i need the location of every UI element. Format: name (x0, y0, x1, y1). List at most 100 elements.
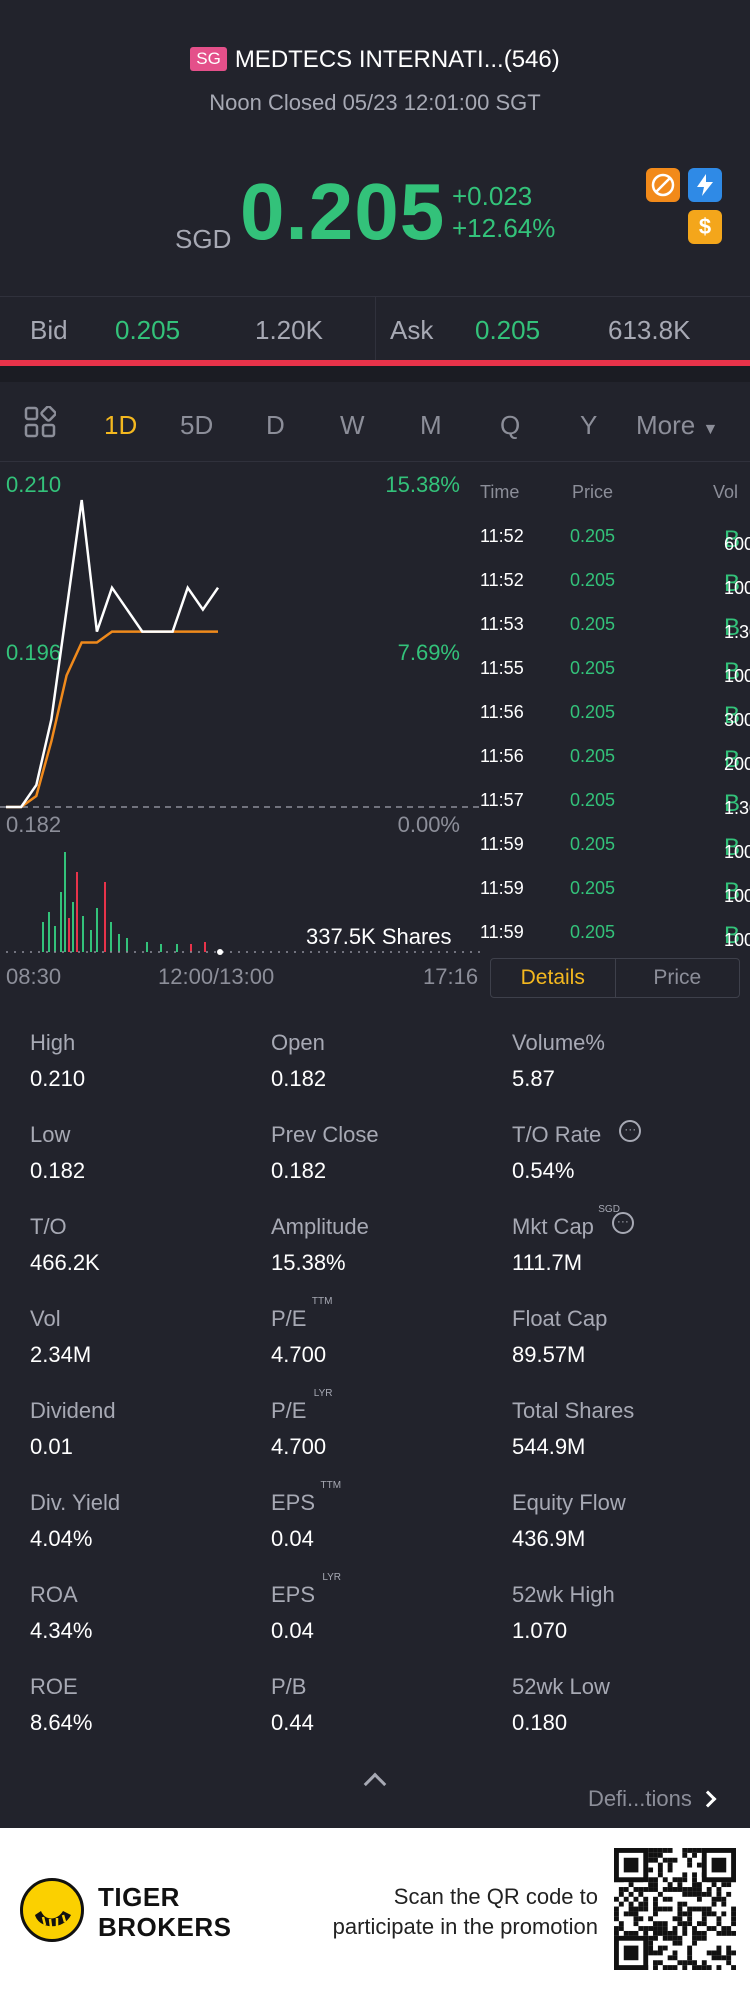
tick-time: 11:59 (480, 922, 524, 942)
stat-label: T/O Rate ··· (512, 1120, 642, 1148)
tab-q[interactable]: Q (500, 410, 521, 440)
volume-bar (76, 872, 78, 952)
volume-bar (176, 944, 178, 952)
tab-m[interactable]: M (420, 410, 442, 440)
lightning-icon[interactable] (688, 168, 722, 202)
tab-more[interactable]: More ▼ (636, 410, 718, 441)
tick-price: 0.205 (570, 526, 616, 546)
tick-side: B (723, 570, 740, 597)
stat-label: Dividend (30, 1398, 116, 1424)
stat-label: P/E LYR (271, 1388, 332, 1424)
pct-high-label: 15.38% (385, 472, 460, 497)
tick-vol-value: 100 (723, 930, 750, 950)
stat-value: 1.070 (512, 1618, 568, 1643)
price-toggle-button[interactable]: Price (653, 966, 702, 989)
tab-1d[interactable]: 1D (104, 410, 138, 440)
stat-item: Total Shares 544.9M (512, 1398, 742, 1460)
stat-item: Volume% 5.87 (512, 1030, 742, 1092)
stat-value: 8.64% (30, 1710, 93, 1735)
tick-vol-value: 100 (723, 578, 750, 598)
qr-code[interactable] (614, 1848, 736, 1970)
no-short-icon[interactable] (646, 168, 680, 202)
volume-bar (204, 942, 206, 952)
grid-icon[interactable] (24, 405, 57, 443)
tick-price: 0.205 (570, 790, 616, 810)
stat-label: T/O (30, 1214, 67, 1240)
brand-line-2: BROKERS (98, 1912, 232, 1942)
volume-total: 337.5K Shares (306, 924, 452, 949)
tick-side: B (723, 878, 740, 905)
tab-w[interactable]: W (340, 410, 365, 440)
volume-bar (110, 922, 112, 952)
market-badge: SG (190, 47, 227, 71)
tick-vol: 600 B (724, 526, 750, 554)
stat-value: 544.9M (512, 1434, 586, 1459)
chevron-up-icon[interactable] (363, 1772, 387, 1796)
ask-price: 0.205 (475, 315, 541, 345)
tick-side: B (723, 746, 740, 773)
tick-side: B (723, 614, 740, 641)
stat-label-text: T/O (30, 1214, 67, 1239)
tab-y[interactable]: Y (580, 410, 598, 440)
tab-d[interactable]: D (266, 410, 285, 440)
tick-side: B (723, 702, 740, 729)
tick-price: 0.205 (570, 922, 616, 942)
volume-bar (48, 912, 50, 952)
stat-item: Mkt Cap SGD ··· 111.7M (512, 1204, 742, 1276)
stat-item: Equity Flow 436.9M (512, 1490, 742, 1552)
intraday-chart[interactable]: 0.210 15.38% 0.196 7.69% 0.182 0.00% 337… (0, 462, 480, 989)
volume-bar (160, 944, 162, 952)
stat-label: Volume% (512, 1030, 605, 1056)
stat-label-text: High (30, 1030, 76, 1055)
ticks-row: 11:52 0.205 100 B (470, 562, 750, 606)
tick-price: 0.205 (570, 878, 616, 898)
brand-name: TIGER BROKERS (98, 1882, 232, 1942)
brand-line-1: TIGER (98, 1882, 180, 1912)
info-icon[interactable]: ··· (611, 1212, 634, 1234)
stat-value: 111.7M (512, 1250, 583, 1275)
price-plot (0, 499, 480, 955)
stat-label: Mkt Cap SGD ··· (512, 1204, 634, 1240)
x-start-label: 08:30 (6, 964, 62, 989)
volume-bar (90, 930, 92, 952)
tick-time: 11:59 (480, 878, 524, 898)
stock-title: SG MEDTECS INTERNATI...(546) (0, 46, 750, 74)
details-toggle-button[interactable]: Details (491, 959, 616, 997)
stat-label-sup: SGD (598, 1204, 620, 1215)
stock-name: MEDTECS INTERNATI...(546) (234, 46, 560, 73)
x-mid-label: 12:00/13:00 (158, 964, 275, 989)
ticks-header-time: Time (480, 482, 520, 502)
stat-label-text: Total Shares (512, 1398, 635, 1423)
tick-time: 11:57 (480, 790, 524, 810)
more-label: More (636, 410, 696, 440)
dollar-icon[interactable]: $ (688, 210, 722, 244)
ticks-row: 11:53 0.205 1.30KB (470, 606, 750, 650)
volume-bar (126, 938, 128, 952)
stat-label-sup: LYR (313, 1388, 333, 1399)
change-abs: +0.023 (452, 181, 533, 211)
change-pct: +12.64% (452, 213, 556, 243)
tick-vol: 1.30KB (723, 614, 750, 642)
tick-vol-value: 100 (723, 886, 750, 906)
info-icon[interactable]: ··· (619, 1120, 642, 1142)
tick-vol: 100 B (724, 922, 750, 950)
stat-label: 52wk High (512, 1582, 615, 1608)
stat-value: 4.34% (30, 1618, 93, 1643)
tab-5d[interactable]: 5D (180, 410, 214, 440)
stat-label: High (30, 1030, 75, 1056)
tick-vol-value: 600 (723, 534, 750, 554)
stat-label-sup: LYR (322, 1572, 342, 1583)
stat-value: 4.700 (271, 1434, 327, 1459)
tick-vol: 300 B (723, 702, 750, 730)
stat-label: Total Shares (512, 1398, 634, 1424)
tiger-logo (20, 1878, 84, 1942)
tick-side: B (723, 658, 740, 685)
stat-label: Prev Close (271, 1122, 379, 1148)
stat-label-sup: TTM (320, 1480, 342, 1491)
ticks-row: 11:56 0.205 300 B (470, 694, 750, 738)
volume-bar (72, 902, 74, 952)
volume-bar (118, 934, 120, 952)
period-tabs: 1D 5D D W M Q Y More ▼ (0, 382, 750, 462)
definitions-link[interactable]: Defi...tions (588, 1786, 717, 1812)
stat-item: Float Cap 89.57M (512, 1306, 742, 1368)
